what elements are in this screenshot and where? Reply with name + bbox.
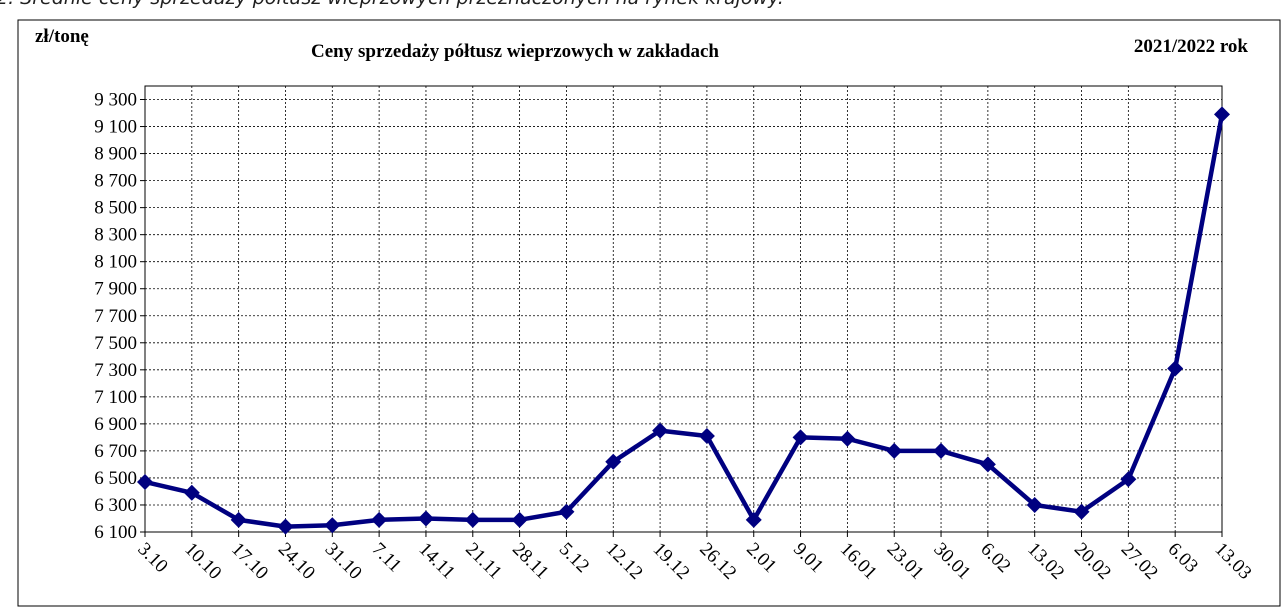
x-tick-label: 14.11 <box>414 539 459 584</box>
x-tick-label: 30.01 <box>930 539 975 584</box>
y-tick-label: 6 700 <box>94 441 137 462</box>
x-tick-label: 13.03 <box>1210 539 1255 584</box>
caption: 2. Średnie ceny sprzedaży półtusz wieprz… <box>0 0 784 9</box>
marker <box>792 429 809 446</box>
y-tick-label: 7 900 <box>94 279 137 300</box>
marker <box>1073 503 1090 520</box>
period-label: 2021/2022 rok <box>1134 36 1249 57</box>
x-tick-label: 16.01 <box>836 539 881 584</box>
x-tick-label: 10.10 <box>180 539 225 584</box>
marker <box>230 511 247 528</box>
marker <box>183 484 200 501</box>
marker <box>839 430 856 447</box>
marker <box>417 510 434 527</box>
y-tick-label: 8 700 <box>94 171 137 192</box>
x-tick-label: 7.11 <box>368 539 406 577</box>
y-axis-label: zł/tonę <box>35 26 89 47</box>
y-tick-label: 7 100 <box>94 387 137 408</box>
marker <box>511 511 528 528</box>
x-tick-label: 17.10 <box>227 539 272 584</box>
y-tick-label: 6 100 <box>94 522 137 543</box>
x-tick-label: 6.03 <box>1164 539 1202 577</box>
marker <box>886 442 903 459</box>
x-tick-label: 19.12 <box>649 539 694 584</box>
y-tick-label: 7 300 <box>94 360 137 381</box>
y-tick-label: 7 500 <box>94 333 137 354</box>
y-tick-label: 9 300 <box>94 90 137 111</box>
x-tick-label: 5.12 <box>555 539 593 577</box>
marker <box>324 517 341 534</box>
x-tick-label: 12.12 <box>602 539 647 584</box>
marker <box>558 503 575 520</box>
y-tick-label: 6 900 <box>94 414 137 435</box>
x-tick-label: 28.11 <box>508 539 553 584</box>
marker <box>1120 471 1137 488</box>
y-tick-label: 8 300 <box>94 225 137 246</box>
y-tick-label: 9 100 <box>94 117 137 138</box>
x-tick-label: 23.01 <box>883 539 928 584</box>
x-tick-label: 20.02 <box>1070 539 1115 584</box>
plot-area <box>144 85 1223 533</box>
x-tick-label: 3.10 <box>133 539 171 577</box>
x-tick-label: 2.01 <box>742 539 780 577</box>
marker <box>933 442 950 459</box>
marker <box>1167 360 1184 377</box>
x-tick-label: 26.12 <box>695 539 740 584</box>
x-tick-label: 21.11 <box>461 539 506 584</box>
x-tick-label: 24.10 <box>274 539 319 584</box>
marker <box>137 473 153 490</box>
line <box>144 113 1225 529</box>
marker <box>698 428 715 445</box>
x-tick-label: 27.02 <box>1117 539 1162 584</box>
x-tick-label: 9.01 <box>789 539 827 577</box>
marker <box>979 456 996 473</box>
marker <box>1214 106 1230 123</box>
marker <box>745 511 762 528</box>
y-tick-label: 7 700 <box>94 306 137 327</box>
x-tick-label: 31.10 <box>321 539 366 584</box>
marker <box>605 453 622 470</box>
y-tick-label: 8 900 <box>94 144 137 165</box>
x-tick-label: 13.02 <box>1023 539 1068 584</box>
marker <box>464 511 481 528</box>
y-tick-label: 6 300 <box>94 495 137 516</box>
chart-title: Ceny sprzedaży półtusz wieprzowych w zak… <box>311 41 719 62</box>
marker <box>1026 496 1043 513</box>
x-tick-label: 6.02 <box>976 539 1014 577</box>
y-tick-label: 8 100 <box>94 252 137 273</box>
marker <box>371 511 388 528</box>
y-tick-label: 8 500 <box>94 198 137 219</box>
chart-frame <box>17 19 1281 607</box>
marker <box>652 422 669 439</box>
marker <box>277 518 294 535</box>
y-tick-label: 6 500 <box>94 468 137 489</box>
